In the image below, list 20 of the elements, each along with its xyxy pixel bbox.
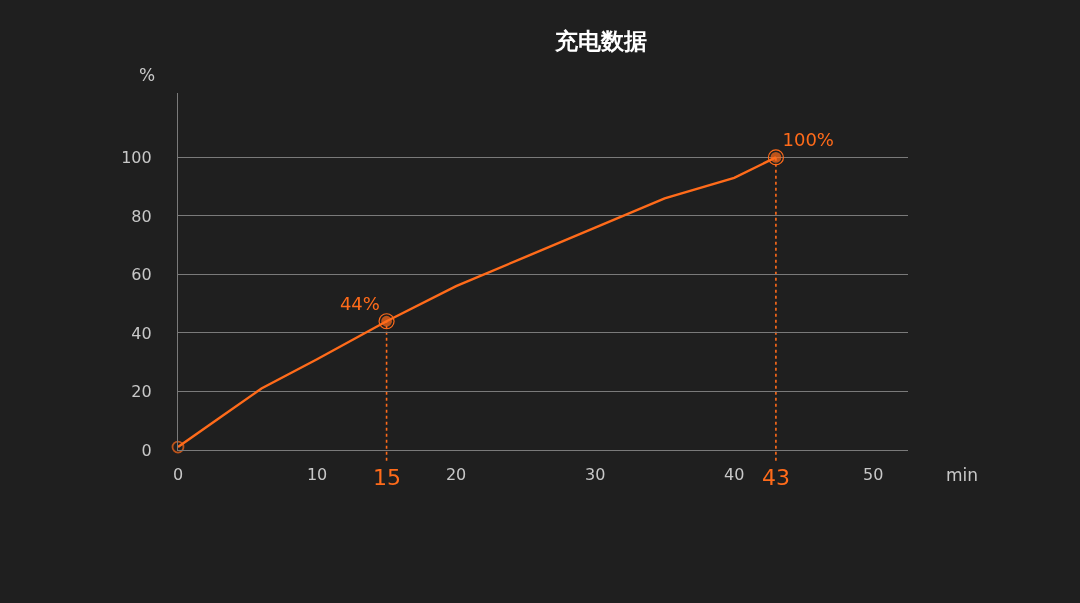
x-tick-label: 0 xyxy=(172,465,184,485)
y-tick-label: 40 xyxy=(131,323,152,343)
data-label: 44% xyxy=(339,293,380,315)
x-tick-label: 30 xyxy=(584,465,606,485)
y-axis-title: % xyxy=(139,65,156,85)
y-tick-label: 20 xyxy=(131,382,152,402)
x-tick-label: 10 xyxy=(306,465,328,485)
y-tick-label: 0 xyxy=(141,440,152,460)
ref-line-label: 15 xyxy=(373,465,401,490)
y-tick-label: 100 xyxy=(121,147,152,167)
chart-title: 充电数据 xyxy=(554,28,647,55)
point xyxy=(171,440,185,454)
x-axis-title: min xyxy=(946,465,979,485)
data-label: 100% xyxy=(782,129,834,151)
x-tick-label: 40 xyxy=(724,465,745,485)
y-tick-label: 60 xyxy=(131,265,152,285)
ref-line-label: 43 xyxy=(762,465,790,490)
y-tick-label: 80 xyxy=(131,206,152,226)
x-tick-label: 50 xyxy=(863,465,884,485)
x-tick-label: 20 xyxy=(445,465,467,485)
